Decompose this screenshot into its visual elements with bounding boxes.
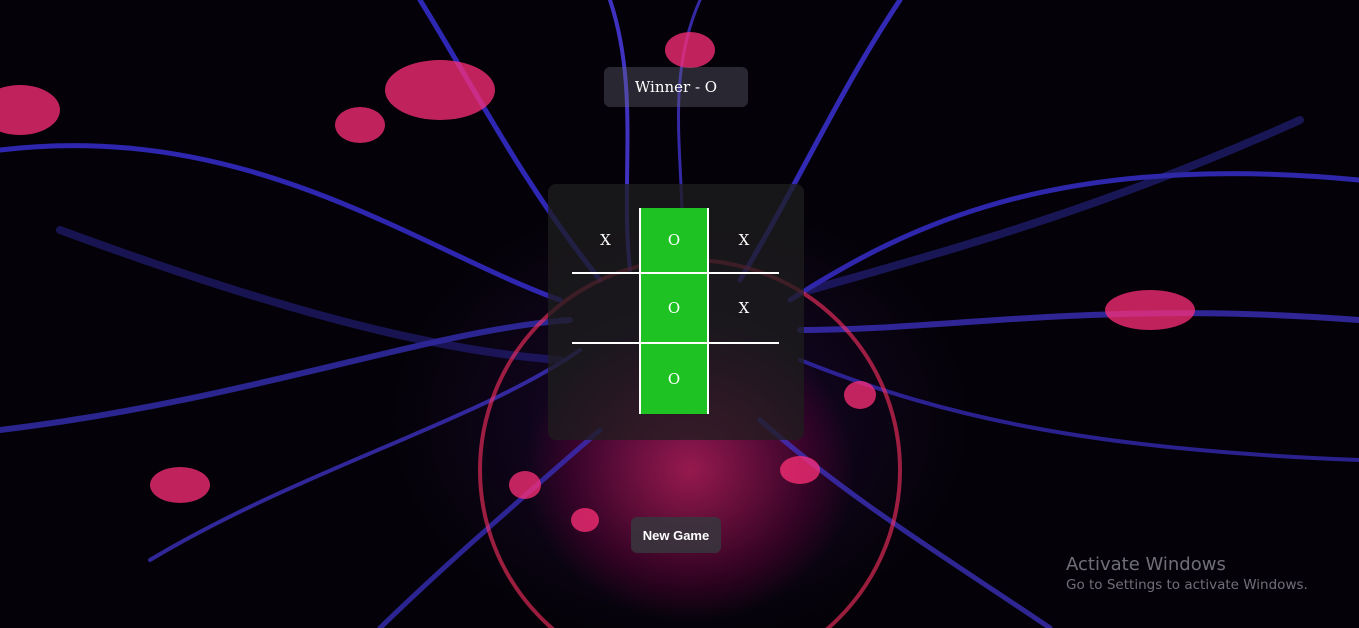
board-cell-4[interactable] [572,274,639,344]
board-cell-1[interactable]: X [572,208,639,274]
watermark-subtitle: Go to Settings to activate Windows. [1066,577,1308,593]
watermark-title: Activate Windows [1066,554,1226,575]
board-cell-5[interactable]: O [639,274,709,344]
board-cell-8[interactable]: O [639,344,709,414]
new-game-button[interactable]: New Game [631,517,721,553]
board-cell-9[interactable] [709,344,779,414]
activate-windows-watermark: Activate Windows Go to Settings to activ… [1066,554,1308,593]
board-cell-6[interactable]: X [709,274,779,344]
game-board: X O X O X O [572,208,782,416]
board-cell-2[interactable]: O [639,208,709,274]
board-cell-7[interactable] [572,344,639,414]
winner-status: Winner - O [604,67,748,107]
board-cell-3[interactable]: X [709,208,779,274]
